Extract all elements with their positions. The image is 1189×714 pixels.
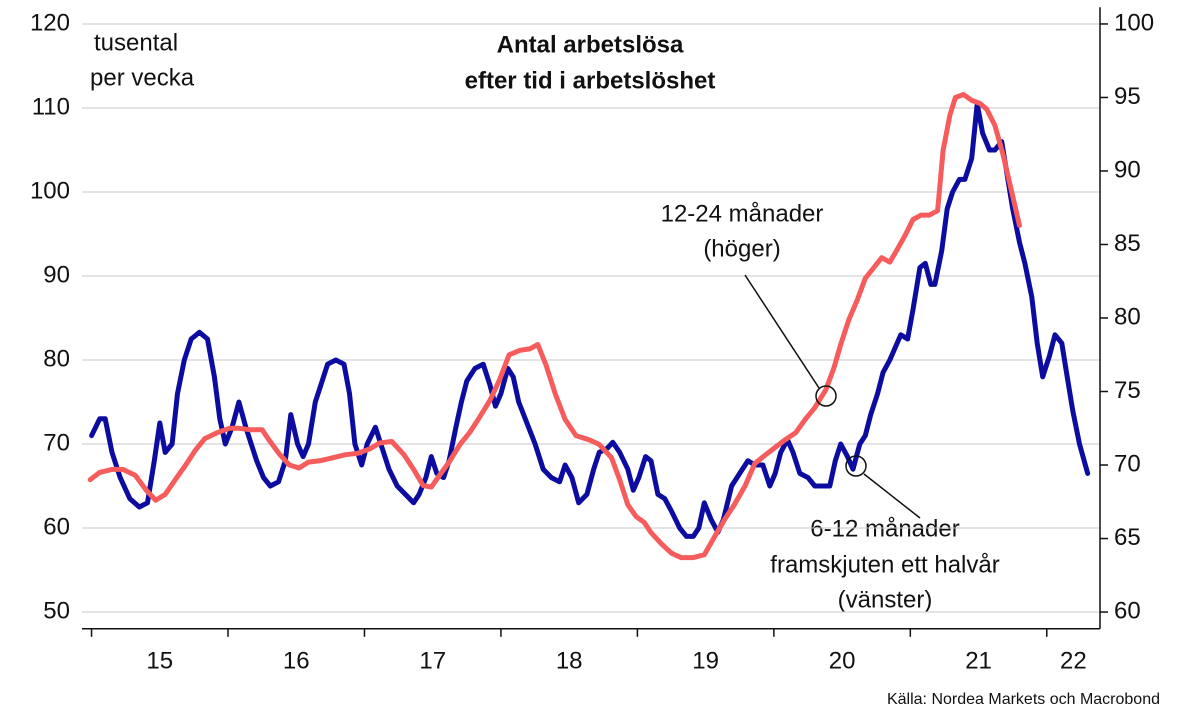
callout-circle <box>815 385 837 407</box>
annotation: framskjuten ett halvår <box>770 551 999 578</box>
line <box>87 92 1022 561</box>
x-tick-label: 19 <box>692 647 719 674</box>
x-tick-label: 16 <box>283 647 310 674</box>
y2-tick-label: 80 <box>1114 303 1141 330</box>
x-tick-label: 22 <box>1060 647 1087 674</box>
y2-tick-label: 95 <box>1114 83 1141 110</box>
x-tick-label: 17 <box>419 647 446 674</box>
annotation: 12-24 månader <box>661 200 824 227</box>
y2-tick-label: 70 <box>1114 450 1141 477</box>
source: Källa: Nordea Markets och Macrobond <box>887 691 1160 708</box>
grid: 50 60 70 80 90 100 110 120 60 65 70 75 80 85 90 95 100 15… <box>30 7 1154 674</box>
x-tick-label: 20 <box>829 647 856 674</box>
leader-line <box>744 274 820 389</box>
y2-tick-label: 65 <box>1114 524 1141 551</box>
y-tick-label: 90 <box>43 261 70 288</box>
y-axis-label: per vecka <box>90 64 195 91</box>
y-tick-label: 110 <box>32 93 70 120</box>
annotation: (höger) <box>703 235 780 262</box>
y-axis-label: tusental <box>94 29 178 56</box>
y2-tick-label: 90 <box>1114 156 1141 183</box>
y-tick-label: 60 <box>43 513 70 540</box>
y-tick-label: 70 <box>43 429 70 456</box>
plot <box>87 92 1091 561</box>
annotation: 6-12 månader <box>810 515 959 542</box>
y-tick-label: 50 <box>43 597 70 624</box>
x-tick-label: 21 <box>965 647 992 674</box>
callouts <box>744 274 921 519</box>
leader-line <box>863 473 921 519</box>
annotation: (vänster) <box>838 586 933 613</box>
y2-tick-label: 60 <box>1114 597 1141 624</box>
line <box>89 101 1091 539</box>
callout-circle <box>845 455 867 477</box>
y2-tick-label: 75 <box>1114 377 1141 404</box>
x-tick-label: 15 <box>146 647 173 674</box>
y-tick-label: 100 <box>30 177 70 204</box>
x-tick-label: 18 <box>556 647 583 674</box>
y2-tick-label: 85 <box>1114 230 1141 257</box>
y2-tick-label: 100 <box>1114 9 1154 36</box>
chart-title: Antal arbetslösa <box>497 31 684 58</box>
chart-title: efter tid i arbetslöshet <box>465 67 716 94</box>
y-tick-label: 120 <box>30 9 70 36</box>
y-tick-label: 80 <box>43 345 70 372</box>
